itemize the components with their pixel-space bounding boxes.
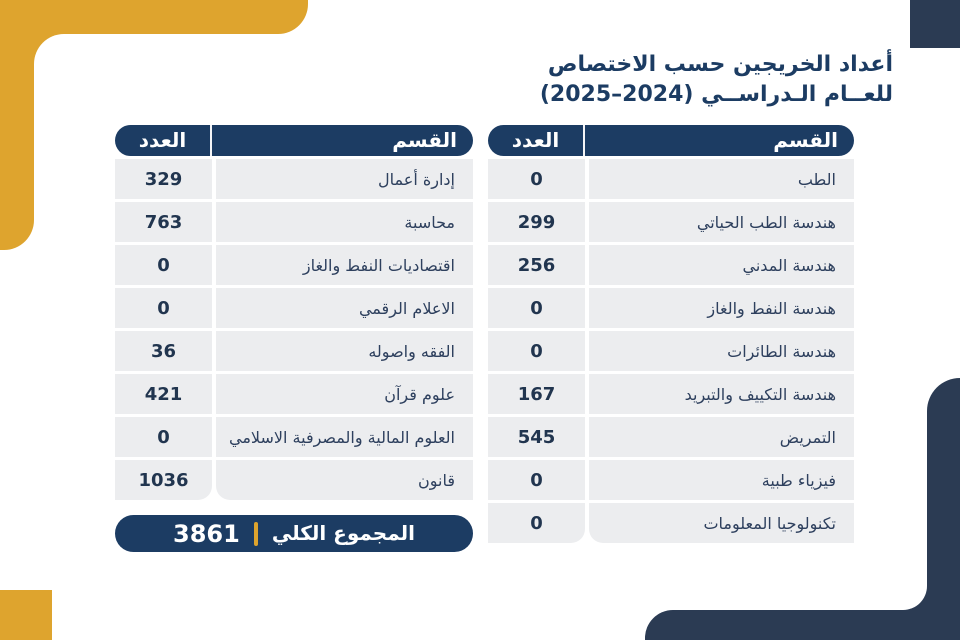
graduate-count: 0 bbox=[115, 245, 212, 285]
table-row: إدارة أعمال 329 bbox=[115, 159, 473, 199]
header-divider bbox=[210, 125, 212, 156]
department-name: هندسة الطائرات bbox=[589, 331, 854, 371]
graduate-count: 0 bbox=[488, 460, 585, 500]
graduate-count: 545 bbox=[488, 417, 585, 457]
table-row: هندسة النفط والغاز 0 bbox=[488, 288, 854, 328]
graduate-count: 1036 bbox=[115, 460, 212, 500]
grand-total-label: المجموع الكلي bbox=[271, 520, 415, 545]
graduate-count: 0 bbox=[115, 288, 212, 328]
graduates-table-right: القسم العدد الطب 0 هندسة الطب الحياتي 299 هن… bbox=[488, 125, 854, 543]
grand-total-bar: المجموع الكلي 3861 bbox=[115, 515, 473, 552]
department-name: محاسبة bbox=[216, 202, 473, 242]
table-row: العلوم المالية والمصرفية الاسلامي 0 bbox=[115, 417, 473, 457]
department-name: هندسة الطب الحياتي bbox=[589, 202, 854, 242]
column-header-count: العدد bbox=[511, 127, 560, 152]
graduate-count: 0 bbox=[115, 417, 212, 457]
department-name: هندسة النفط والغاز bbox=[589, 288, 854, 328]
department-name: هندسة التكييف والتبريد bbox=[589, 374, 854, 414]
page-title: أعداد الخريجين حسب الاختصاص للعــام الـد… bbox=[540, 50, 893, 110]
table-row: تكنولوجيا المعلومات 0 bbox=[488, 503, 854, 543]
header-divider bbox=[583, 125, 585, 156]
gold-corner-bar-left bbox=[0, 0, 34, 250]
gold-corner-bar-top bbox=[0, 0, 308, 34]
graduate-count: 0 bbox=[488, 331, 585, 371]
table-row: الطب 0 bbox=[488, 159, 854, 199]
department-name: الطب bbox=[589, 159, 854, 199]
table-row: هندسة المدني 256 bbox=[488, 245, 854, 285]
department-name: إدارة أعمال bbox=[216, 159, 473, 199]
table-body: الطب 0 هندسة الطب الحياتي 299 هندسة المدني 25… bbox=[488, 159, 854, 543]
table-body: إدارة أعمال 329 محاسبة 763 اقتصاديات النفط و… bbox=[115, 159, 473, 500]
graduate-count: 167 bbox=[488, 374, 585, 414]
department-name: قانون bbox=[216, 460, 473, 500]
navy-corner-fillet bbox=[903, 586, 927, 610]
graduate-count: 329 bbox=[115, 159, 212, 199]
department-name: التمريض bbox=[589, 417, 854, 457]
table-row: الاعلام الرقمي 0 bbox=[115, 288, 473, 328]
department-name: هندسة المدني bbox=[589, 245, 854, 285]
table-row: الفقه واصوله 36 bbox=[115, 331, 473, 371]
graduate-count: 36 bbox=[115, 331, 212, 371]
title-line-2: للعــام الـدراســي (2024–2025) bbox=[539, 82, 893, 107]
table-row: هندسة الطائرات 0 bbox=[488, 331, 854, 371]
table-row: التمريض 545 bbox=[488, 417, 854, 457]
column-header-count: العدد bbox=[138, 127, 187, 152]
navy-corner-bar-bottom bbox=[645, 610, 960, 640]
department-name: العلوم المالية والمصرفية الاسلامي bbox=[216, 417, 473, 457]
table-row: هندسة الطب الحياتي 299 bbox=[488, 202, 854, 242]
table-row: قانون 1036 bbox=[115, 460, 473, 500]
table-row: اقتصاديات النفط والغاز 0 bbox=[115, 245, 473, 285]
table-row: علوم قرآن 421 bbox=[115, 374, 473, 414]
gold-corner-fillet bbox=[34, 34, 64, 64]
table-row: محاسبة 763 bbox=[115, 202, 473, 242]
graduate-count: 421 bbox=[115, 374, 212, 414]
gold-square-bottom-left bbox=[0, 590, 52, 640]
department-name: اقتصاديات النفط والغاز bbox=[216, 245, 473, 285]
grand-total-value: 3861 bbox=[173, 519, 240, 548]
department-name: تكنولوجيا المعلومات bbox=[589, 503, 854, 543]
graduate-count: 0 bbox=[488, 503, 585, 543]
department-name: الفقه واصوله bbox=[216, 331, 473, 371]
navy-corner-bar-right bbox=[927, 378, 960, 640]
department-name: علوم قرآن bbox=[216, 374, 473, 414]
table-row: هندسة التكييف والتبريد 167 bbox=[488, 374, 854, 414]
graduate-count: 0 bbox=[488, 288, 585, 328]
graduates-table-left: القسم العدد إدارة أعمال 329 محاسبة 763 اقتصا… bbox=[115, 125, 473, 552]
graduate-count: 256 bbox=[488, 245, 585, 285]
table-header: القسم العدد bbox=[488, 125, 854, 156]
navy-square-top-right bbox=[910, 0, 960, 48]
department-name: الاعلام الرقمي bbox=[216, 288, 473, 328]
title-line-1: أعداد الخريجين حسب الاختصاص bbox=[547, 52, 893, 77]
grand-total-divider bbox=[253, 521, 258, 546]
table-row: فيزياء طبية 0 bbox=[488, 460, 854, 500]
graduate-count: 763 bbox=[115, 202, 212, 242]
department-name: فيزياء طبية bbox=[589, 460, 854, 500]
column-header-department: القسم bbox=[392, 127, 457, 152]
graduate-count: 299 bbox=[488, 202, 585, 242]
graduate-count: 0 bbox=[488, 159, 585, 199]
column-header-department: القسم bbox=[773, 127, 838, 152]
table-header: القسم العدد bbox=[115, 125, 473, 156]
